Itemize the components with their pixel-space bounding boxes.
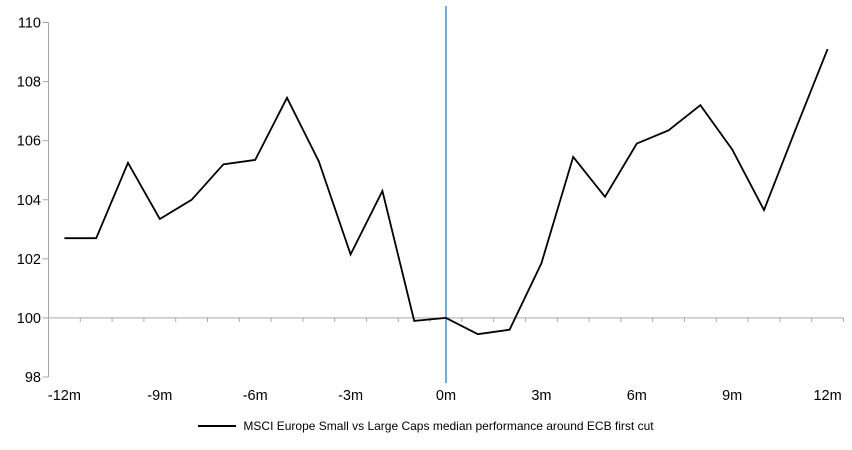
- x-tick-label: -12m: [48, 388, 81, 404]
- y-tick-label: 102: [17, 252, 41, 268]
- series-line: [64, 48, 829, 336]
- y-tick-label: 98: [25, 370, 41, 386]
- x-tick-label: -3m: [338, 388, 363, 404]
- y-tick-label: 104: [17, 193, 41, 209]
- x-tick-label: -6m: [243, 388, 268, 404]
- y-tick-label: 108: [17, 75, 41, 91]
- y-tick-label: 100: [17, 311, 41, 327]
- x-tick-label: 6m: [627, 388, 647, 404]
- x-tick-label: 12m: [813, 388, 841, 404]
- chart-legend: MSCI Europe Small vs Large Caps median p…: [0, 417, 852, 435]
- x-tick-label: 9m: [722, 388, 742, 404]
- x-tick-label: -9m: [147, 388, 172, 404]
- x-tick-label: 0m: [436, 388, 456, 404]
- y-tick-label: 106: [17, 134, 41, 150]
- legend-line-swatch: [198, 425, 237, 427]
- x-tick-label: 3m: [531, 388, 551, 404]
- y-tick-label: 110: [18, 16, 41, 32]
- legend-label: MSCI Europe Small vs Large Caps median p…: [243, 419, 654, 433]
